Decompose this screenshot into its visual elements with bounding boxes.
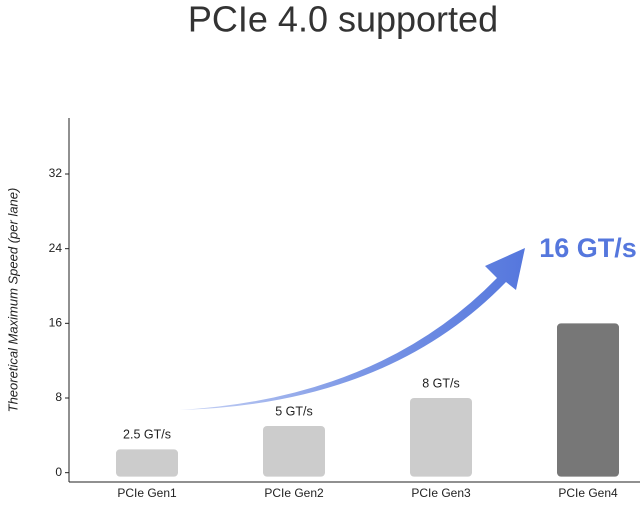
bar: [557, 323, 619, 477]
value-label: 8 GT/s: [422, 376, 460, 390]
bar: [116, 449, 178, 477]
growth-arrow: [180, 248, 525, 410]
x-tick-label: PCIe Gen1: [117, 486, 177, 500]
chart-title: PCIe 4.0 supported: [188, 0, 498, 40]
x-tick-label: PCIe Gen2: [264, 486, 324, 500]
y-tick-label: 16: [49, 316, 63, 330]
bar: [410, 398, 472, 477]
y-tick-label: 32: [49, 166, 63, 180]
y-tick-label: 0: [55, 465, 62, 479]
value-label: 5 GT/s: [275, 404, 313, 418]
y-axis-label: Theoretical Maximum Speed (per lane): [5, 188, 20, 413]
bar: [263, 426, 325, 477]
y-tick-label: 24: [49, 241, 63, 255]
value-label: 16 GT/s: [539, 233, 637, 263]
x-tick-label: PCIe Gen3: [411, 486, 471, 500]
y-tick-label: 8: [55, 390, 62, 404]
x-tick-label: PCIe Gen4: [558, 486, 618, 500]
value-label: 2.5 GT/s: [123, 428, 171, 442]
